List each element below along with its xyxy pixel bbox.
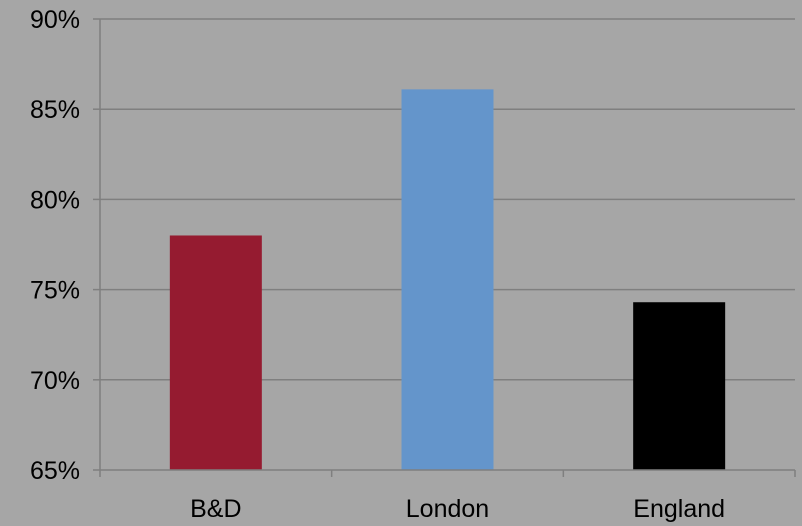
y-tick-label: 65% xyxy=(30,457,80,485)
x-tick-labels: B&D London England xyxy=(190,495,725,523)
bar-b-d xyxy=(169,235,262,470)
x-tick-label: England xyxy=(633,495,725,523)
y-tick-label: 70% xyxy=(30,367,80,395)
x-tick-label: London xyxy=(406,495,489,523)
y-tick-labels: 65% 70% 75% 80% 85% 90% xyxy=(30,6,80,485)
x-tick-label: B&D xyxy=(190,495,241,523)
y-tick-label: 90% xyxy=(30,6,80,34)
y-tick-label: 80% xyxy=(30,186,80,214)
y-tick-label: 85% xyxy=(30,96,80,124)
bar-england xyxy=(633,302,726,470)
bar-london xyxy=(401,89,494,470)
bars xyxy=(169,89,726,470)
y-tick-label: 75% xyxy=(30,277,80,305)
axes xyxy=(93,18,796,477)
